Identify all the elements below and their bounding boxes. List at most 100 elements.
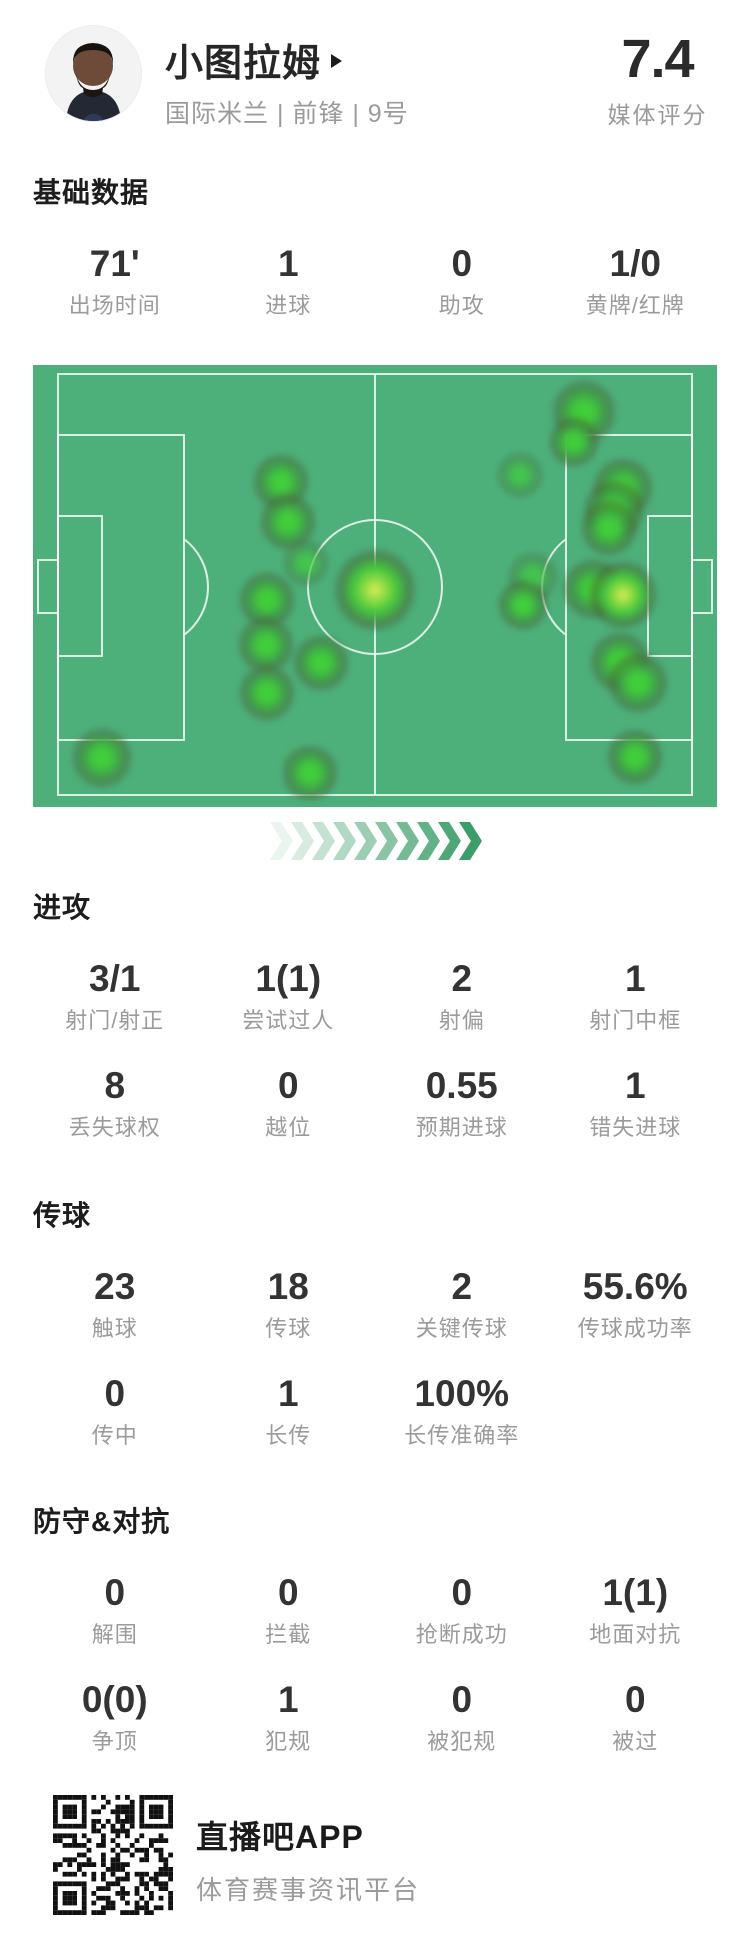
basic-stats-row: 71' 出场时间 1 进球 0 助攻 1/0 黄牌/红牌 (0, 242, 750, 323)
stat-item: 1/0 黄牌/红牌 (549, 242, 723, 323)
stat-label: 抢断成功 (415, 1622, 508, 1647)
stat-value: 0 (104, 1373, 126, 1414)
stat-label: 犯规 (265, 1729, 312, 1754)
stat-label: 射门/射正 (65, 1008, 165, 1033)
stat-label: 进球 (265, 293, 312, 318)
stat-item: 71' 出场时间 (28, 242, 202, 323)
stat-value: 0.55 (425, 1065, 498, 1106)
heat-spot (495, 450, 545, 500)
stat-label: 传球成功率 (577, 1316, 693, 1341)
passing-stats-row-1: 23 触球 18 传球 2 关键传球 55.6% 传球成功率 (0, 1265, 750, 1346)
chevron-right-icon (417, 822, 440, 860)
stat-value: 0 (624, 1679, 646, 1720)
stat-value: 0 (277, 1572, 299, 1613)
stat-value: 71' (89, 243, 140, 284)
heat-spot (71, 727, 133, 789)
stat-value: 0 (451, 1572, 473, 1613)
stat-value: 2 (451, 958, 473, 999)
stat-label: 拦截 (265, 1622, 312, 1647)
stat-label: 触球 (91, 1316, 138, 1341)
stat-item: 0 被犯规 (375, 1678, 549, 1759)
stat-item: 1 犯规 (202, 1678, 376, 1759)
section-attack-title: 进攻 (33, 892, 92, 923)
stat-item: 55.6% 传球成功率 (549, 1265, 723, 1346)
stat-value: 1 (277, 243, 299, 284)
stat-label: 被过 (612, 1729, 659, 1754)
stat-value: 100% (414, 1373, 510, 1414)
stat-item: 2 射偏 (375, 957, 549, 1038)
heat-spot (333, 548, 417, 632)
section-attack: 进攻 3/1 射门/射正 1(1) 尝试过人 2 射偏 1 射门中框 8 (0, 889, 750, 1145)
stat-label: 预期进球 (415, 1115, 508, 1140)
chevron-right-icon (375, 822, 398, 860)
stat-item: 0 解围 (28, 1571, 202, 1652)
stat-label: 传球 (265, 1316, 312, 1341)
stat-value: 8 (104, 1065, 126, 1106)
stat-item: 18 传球 (202, 1265, 376, 1346)
heat-spot (580, 499, 638, 557)
stat-item: 0 越位 (202, 1064, 376, 1145)
qr-code (53, 1795, 173, 1915)
chevron-right-icon (438, 822, 461, 860)
media-rating: 7.4 媒体评分 (580, 30, 735, 130)
section-basic-title: 基础数据 (33, 177, 150, 208)
player-photo-placeholder (46, 26, 141, 121)
attack-stats-row-2: 8 丢失球权 0 越位 0.55 预期进球 1 错失进球 (0, 1064, 750, 1145)
chevron-right-icon (291, 822, 314, 860)
stat-label: 被犯规 (427, 1729, 497, 1754)
app-slogan: 体育赛事资讯平台 (196, 1875, 421, 1905)
heat-spot (281, 744, 339, 802)
section-passing-title: 传球 (33, 1200, 92, 1231)
media-rating-label: 媒体评分 (607, 102, 708, 128)
stat-label: 射门中框 (589, 1008, 682, 1033)
player-name-button[interactable]: 小图拉姆 (165, 36, 343, 85)
chevron-divider (0, 822, 750, 860)
passing-stats-row-2: 0 传中 1 长传 100% 长传准确率 (0, 1372, 750, 1453)
heat-spot (237, 616, 295, 674)
stat-item: 0 被过 (549, 1678, 723, 1759)
caret-right-icon (331, 54, 343, 68)
stat-label: 长传准确率 (404, 1423, 520, 1448)
stat-label: 丢失球权 (68, 1115, 161, 1140)
defense-stats-row-2: 0(0) 争顶 1 犯规 0 被犯规 0 被过 (0, 1678, 750, 1759)
stat-item: 0 拦截 (202, 1571, 376, 1652)
heat-spot (606, 728, 664, 786)
heat-spot (587, 559, 659, 631)
stat-value: 1 (624, 958, 646, 999)
stat-item: 23 触球 (28, 1265, 202, 1346)
stat-label: 长传 (265, 1423, 312, 1448)
section-passing: 传球 23 触球 18 传球 2 关键传球 55.6% 传球成功率 0 (0, 1197, 750, 1453)
chevron-right-icon (333, 822, 356, 860)
stat-value: 0 (277, 1065, 299, 1106)
stat-value: 2 (451, 1266, 473, 1307)
player-avatar[interactable] (45, 25, 142, 122)
attack-stats-row-1: 3/1 射门/射正 1(1) 尝试过人 2 射偏 1 射门中框 (0, 957, 750, 1038)
heat-spot (238, 664, 296, 722)
heat-spot (496, 578, 550, 632)
chevron-right-icon (270, 822, 293, 860)
stat-item: 1 进球 (202, 242, 376, 323)
stat-item: 0(0) 争顶 (28, 1678, 202, 1759)
stat-value: 1(1) (255, 958, 322, 999)
stat-label: 助攻 (438, 293, 485, 318)
stat-value: 1(1) (602, 1572, 669, 1613)
media-rating-value: 7.4 (621, 29, 694, 89)
app-name: 直播吧APP (196, 1819, 364, 1855)
stat-label: 尝试过人 (242, 1008, 335, 1033)
stat-value: 1 (277, 1373, 299, 1414)
stat-item: 0 传中 (28, 1372, 202, 1453)
stat-label: 传中 (91, 1423, 138, 1448)
stat-label: 越位 (265, 1115, 312, 1140)
stat-value: 1 (624, 1065, 646, 1106)
stat-value: 18 (267, 1266, 309, 1307)
stat-value: 0 (451, 243, 473, 284)
stat-label: 错失进球 (589, 1115, 682, 1140)
defense-stats-row-1: 0 解围 0 拦截 0 抢断成功 1(1) 地面对抗 (0, 1571, 750, 1652)
stat-item: 0 助攻 (375, 242, 549, 323)
stat-item: 8 丢失球权 (28, 1064, 202, 1145)
stat-item: 1(1) 尝试过人 (202, 957, 376, 1038)
stat-item: 100% 长传准确率 (375, 1372, 549, 1453)
section-defense: 防守&对抗 0 解围 0 拦截 0 抢断成功 1(1) 地面对抗 0(0) (0, 1503, 750, 1759)
stat-value: 0(0) (81, 1679, 148, 1720)
